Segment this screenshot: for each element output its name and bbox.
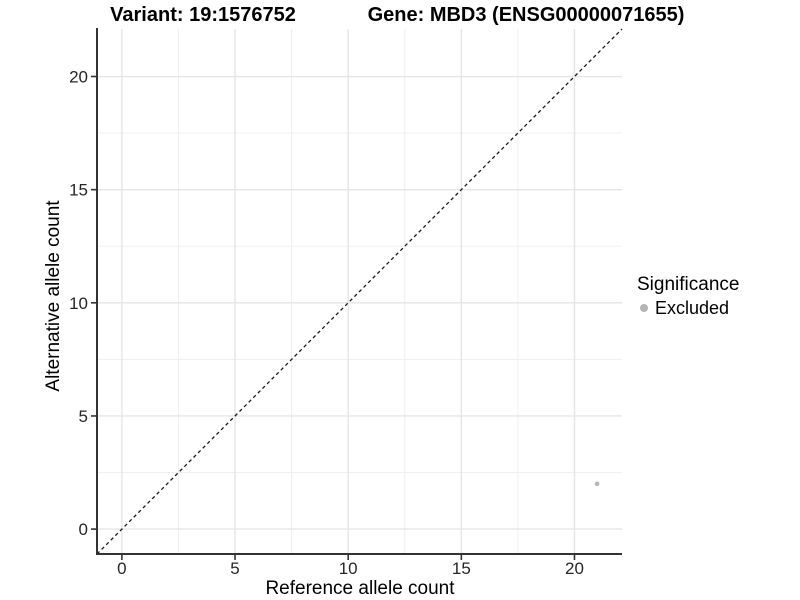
variant-title: Variant: 19:1576752 bbox=[110, 4, 296, 26]
x-tick-label: 15 bbox=[452, 559, 471, 578]
y-tick-label: 0 bbox=[79, 520, 88, 539]
x-axis-title: Reference allele count bbox=[265, 578, 455, 599]
legend-title: Significance bbox=[637, 274, 740, 295]
legend-point-icon bbox=[640, 304, 648, 312]
legend-entry-label: Excluded bbox=[655, 298, 730, 318]
y-tick-label: 10 bbox=[69, 294, 88, 313]
legend-entry-excluded: Excluded bbox=[637, 298, 739, 318]
x-tick-label: 10 bbox=[339, 559, 358, 578]
y-tick-label: 15 bbox=[69, 181, 88, 200]
legend: Significance Excluded bbox=[637, 274, 739, 318]
data-point-excluded bbox=[594, 481, 600, 487]
x-tick-label: 20 bbox=[565, 559, 584, 578]
gene-title: Gene: MBD3 (ENSG00000071655) bbox=[367, 4, 685, 26]
x-tick-label: 5 bbox=[230, 559, 239, 578]
identity-line bbox=[96, 28, 623, 555]
x-tick-label: 0 bbox=[117, 559, 126, 578]
y-tick-label: 20 bbox=[69, 68, 88, 87]
y-axis-title: Alternative allele count bbox=[43, 200, 64, 392]
y-tick-label: 5 bbox=[79, 407, 88, 426]
